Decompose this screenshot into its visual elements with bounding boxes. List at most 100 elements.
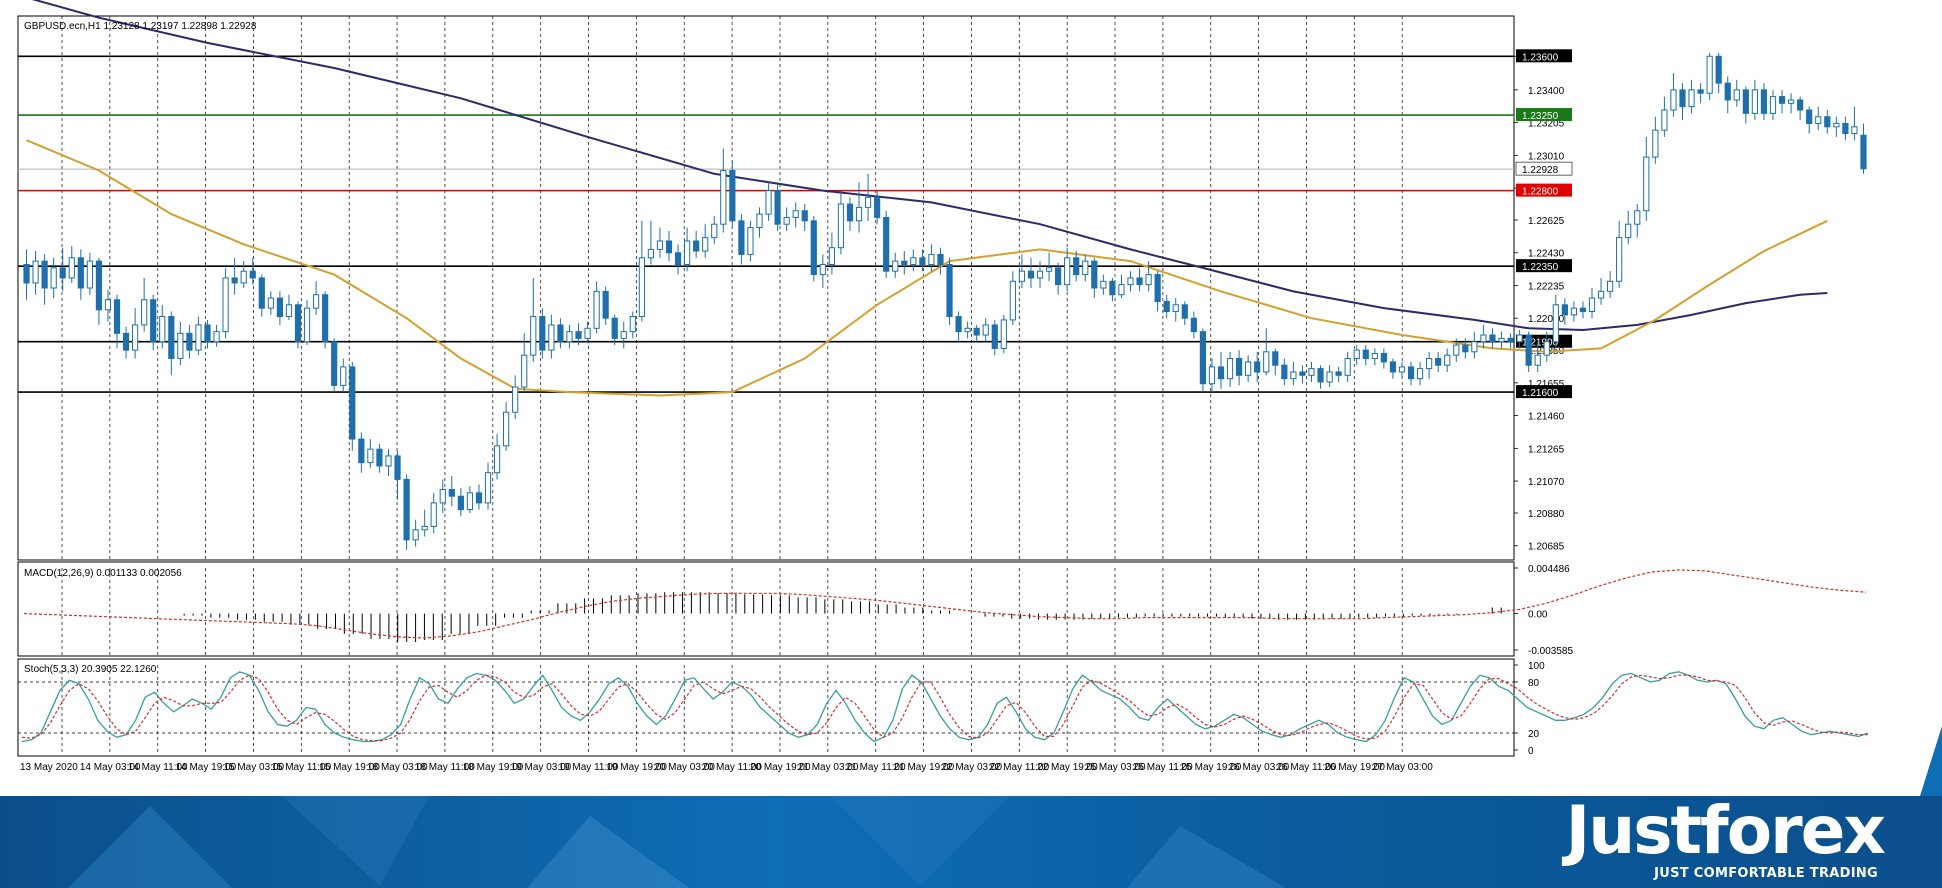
candle-body [303, 307, 311, 343]
candle-body [548, 324, 555, 351]
candle-body [883, 216, 890, 272]
candle-body [1045, 267, 1053, 272]
candle-body [674, 252, 682, 265]
candle-body [1579, 307, 1587, 313]
candle-body [1435, 358, 1442, 366]
price-plot-frame [17, 15, 1515, 561]
candle-body [765, 190, 772, 215]
candle-body [231, 277, 238, 284]
candle-body [132, 324, 139, 351]
candle-body [1489, 334, 1496, 343]
candle-body [584, 327, 591, 339]
candle-body [1471, 341, 1478, 353]
candle-body [41, 260, 48, 289]
time-axis-label: 22 May 03:00 [941, 762, 1002, 773]
candle-body [910, 257, 917, 265]
candle-body [729, 169, 736, 222]
candle-body [249, 270, 256, 279]
candle-body [484, 472, 492, 504]
macd-tick-label: 0.00 [1528, 610, 1548, 621]
level-label: 1.22350 [1522, 262, 1559, 273]
candle-body [1073, 257, 1080, 276]
time-axis-label: 21 May 19:00 [894, 762, 955, 773]
candle-body [32, 260, 39, 284]
price-tick-label: 1.21655 [1528, 379, 1565, 390]
candle-body [973, 327, 980, 336]
candle-body [1706, 55, 1713, 94]
candle-body [982, 324, 989, 336]
candle-body [1082, 260, 1089, 276]
candle-body [258, 277, 265, 309]
candle-body [1462, 344, 1469, 353]
candle-body [855, 206, 863, 222]
candle-body [874, 196, 881, 218]
candle-body [403, 478, 410, 541]
time-axis-label: 15 May 03:00 [223, 762, 284, 773]
time-axis-label: 14 May 19:00 [176, 762, 237, 773]
candle-body [1118, 284, 1125, 296]
candle-body [1317, 368, 1324, 383]
price-tick-label: 1.21265 [1528, 444, 1565, 455]
candle-body [1091, 260, 1098, 289]
candle-body [1444, 354, 1451, 366]
candle-body [1380, 352, 1387, 363]
candle-body [512, 386, 519, 413]
candle-body [1824, 116, 1831, 128]
candle-body [448, 488, 455, 497]
candle-body [1453, 344, 1460, 356]
time-axis-label: 20 May 03:00 [654, 762, 715, 773]
candle-body [521, 354, 528, 388]
time-axis-label: 21 May 11:00 [846, 762, 906, 773]
price-tick-label: 1.22235 [1528, 281, 1565, 292]
candle-body [1516, 334, 1523, 343]
candle-body [340, 366, 347, 386]
time-axis-label: 25 May 11:00 [1133, 762, 1193, 773]
level-tag [1516, 385, 1572, 399]
current-price-tag [1515, 161, 1573, 176]
candle-body [837, 203, 845, 249]
candle-body [1561, 304, 1568, 316]
candle-body [756, 213, 763, 229]
candle-body [1344, 358, 1351, 376]
time-axis-label: 19 May 19:00 [606, 762, 667, 773]
moving-average-line [31, 0, 1828, 332]
macd-plot-frame [17, 561, 1515, 657]
macd-panel: 0.004486 0.00 -0.003585 MACD(12,26,9) 0.001… [17, 561, 1867, 657]
candle-body [629, 316, 636, 333]
level-tag [1516, 183, 1572, 197]
candle-body [801, 210, 808, 222]
candle-body [1715, 55, 1722, 84]
time-axis-label: 26 May 19:00 [1324, 762, 1385, 773]
candle-body [294, 304, 302, 343]
candle-body [946, 263, 953, 318]
candle-body [1643, 156, 1650, 212]
candle-body [493, 445, 501, 474]
time-axis-label: 21 May 03:00 [798, 762, 859, 773]
candle-body [59, 267, 66, 279]
price-tick-label: 1.22625 [1528, 216, 1565, 227]
time-axis-label: 26 May 11:00 [1276, 762, 1336, 773]
level-tag [1516, 259, 1572, 273]
price-tick-label: 1.21460 [1528, 412, 1565, 423]
candle-body [892, 260, 899, 272]
time-axis-label: 14 May 11:00 [128, 762, 188, 773]
candle-body [1299, 371, 1306, 376]
stochastic-signal-line [21, 674, 1868, 742]
level-tag [1516, 49, 1572, 63]
time-axis-label: 20 May 19:00 [750, 762, 811, 773]
candle-body [430, 502, 437, 527]
candle-body [1616, 237, 1623, 282]
candle-body [774, 190, 781, 225]
candle-body [439, 488, 446, 504]
time-axis-label: 26 May 03:00 [1229, 762, 1290, 773]
moving-average-line [26, 139, 1828, 397]
time-axis-label: 18 May 03:00 [367, 762, 428, 773]
time-axis-label: 22 May 11:00 [989, 762, 1049, 773]
candle-body [711, 223, 718, 239]
time-axis-label: 25 May 19:00 [1181, 762, 1242, 773]
candle-body [1154, 274, 1161, 302]
candle-body [1181, 304, 1188, 319]
candle-body [1797, 99, 1804, 111]
candle-body [1199, 331, 1206, 385]
